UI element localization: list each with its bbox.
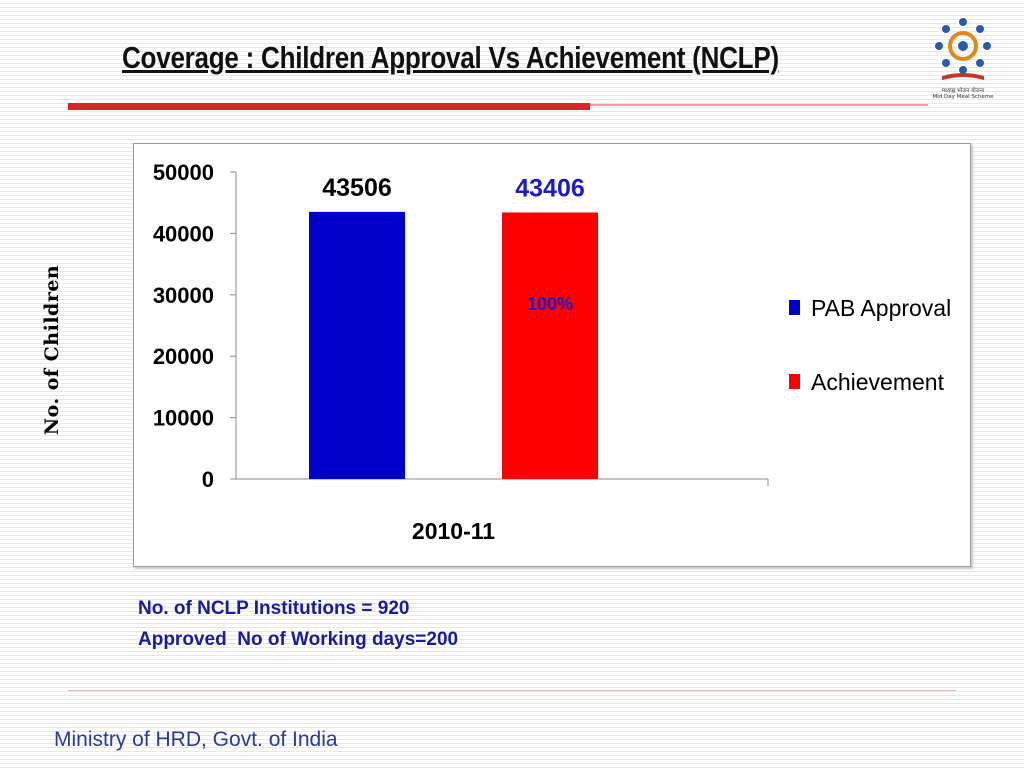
footer-text: Ministry of HRD, Govt. of India <box>54 728 338 751</box>
bar-achievement <box>502 212 598 479</box>
legend-swatch-1 <box>789 300 800 315</box>
data-label: 43406 <box>515 174 585 202</box>
y-axis-label: No. of Children <box>41 264 63 436</box>
y-tick-label: 30000 <box>153 283 214 308</box>
title-underline-bar <box>68 103 590 110</box>
legend-label-1: PAB Approval <box>811 295 951 321</box>
y-tick-label: 40000 <box>153 221 214 246</box>
y-tick-label: 50000 <box>153 160 214 185</box>
logo-emblem-icon <box>935 18 991 80</box>
logo-text-hindi: मध्याह्न भोजन योजना <box>941 88 985 94</box>
y-tick-label: 10000 <box>153 406 214 431</box>
mid-day-meal-logo: मध्याह्न भोजन योजना Mid Day Meal Scheme <box>928 14 998 106</box>
percent-annotation: 100% <box>527 294 573 314</box>
footer-divider <box>68 690 956 691</box>
note-working-days: Approved No of Working days=200 <box>138 629 459 650</box>
y-tick-label: 0 <box>202 467 214 492</box>
note-institutions: No. of NCLP Institutions = 920 <box>138 598 410 619</box>
logo-text-english: Mid Day Meal Scheme <box>932 94 994 100</box>
legend-swatch-2 <box>789 374 800 389</box>
page-title: Coverage : Children Approval Vs Achievem… <box>122 40 779 75</box>
legend-label-2: Achievement <box>811 369 945 395</box>
bar-pab-approval <box>309 211 405 479</box>
y-tick-label: 20000 <box>153 344 214 369</box>
bar-chart: 0 10000 20000 30000 40000 50000 43506 43406 100%… <box>153 160 951 544</box>
title-divider-line <box>590 104 928 106</box>
x-category-label: 2010-11 <box>412 518 495 544</box>
chart-area: 0 10000 20000 30000 40000 50000 43506 43406 100%… <box>133 143 971 567</box>
data-label: 43506 <box>322 174 392 202</box>
